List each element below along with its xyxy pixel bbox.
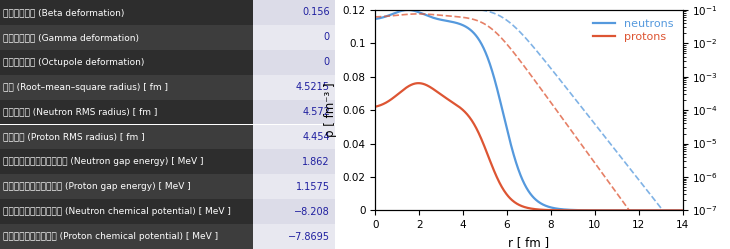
FancyBboxPatch shape: [0, 149, 253, 174]
Text: 0: 0: [324, 32, 330, 42]
FancyBboxPatch shape: [253, 149, 335, 174]
Text: 中性子半径 (Neutron RMS radius) [ fm ]: 中性子半径 (Neutron RMS radius) [ fm ]: [4, 108, 158, 117]
Text: 1.862: 1.862: [302, 157, 330, 167]
Text: 0.156: 0.156: [302, 7, 330, 17]
Text: −7.8695: −7.8695: [288, 232, 330, 242]
FancyBboxPatch shape: [253, 124, 335, 149]
Text: 陽子半径 (Proton RMS radius) [ fm ]: 陽子半径 (Proton RMS radius) [ fm ]: [4, 132, 145, 141]
FancyBboxPatch shape: [253, 100, 335, 124]
Text: 1.1575: 1.1575: [296, 182, 330, 192]
Text: 中性子化学ポテンシャル (Neutron chemical potential) [ MeV ]: 中性子化学ポテンシャル (Neutron chemical potential)…: [4, 207, 231, 216]
Text: ベータ変形度 (Beta deformation): ベータ変形度 (Beta deformation): [4, 8, 125, 17]
FancyBboxPatch shape: [253, 25, 335, 50]
Text: 4.5215: 4.5215: [296, 82, 330, 92]
Text: 4.572: 4.572: [302, 107, 330, 117]
Text: 0: 0: [324, 57, 330, 67]
X-axis label: r [ fm ]: r [ fm ]: [508, 236, 550, 249]
FancyBboxPatch shape: [253, 50, 335, 75]
FancyBboxPatch shape: [253, 0, 335, 25]
Text: −8.208: −8.208: [294, 207, 330, 217]
FancyBboxPatch shape: [0, 199, 253, 224]
FancyBboxPatch shape: [253, 174, 335, 199]
Y-axis label: ρ [ fm⁻³ ]: ρ [ fm⁻³ ]: [323, 83, 337, 137]
FancyBboxPatch shape: [253, 199, 335, 224]
Legend: neutrons, protons: neutrons, protons: [590, 15, 677, 46]
FancyBboxPatch shape: [0, 124, 253, 149]
Text: 中性子ギャップエネルギー (Neutron gap energy) [ MeV ]: 中性子ギャップエネルギー (Neutron gap energy) [ MeV …: [4, 157, 204, 166]
FancyBboxPatch shape: [0, 100, 253, 124]
Text: ガンマ変形度 (Gamma deformation): ガンマ変形度 (Gamma deformation): [4, 33, 139, 42]
Text: 八重極変形度 (Octupole deformation): 八重極変形度 (Octupole deformation): [4, 58, 145, 67]
FancyBboxPatch shape: [0, 224, 253, 249]
FancyBboxPatch shape: [0, 0, 253, 25]
FancyBboxPatch shape: [253, 75, 335, 100]
FancyBboxPatch shape: [253, 224, 335, 249]
Text: 陽子化学ポテンシャル (Proton chemical potential) [ MeV ]: 陽子化学ポテンシャル (Proton chemical potential) […: [4, 232, 218, 241]
Text: 半径 (Root–mean–square radius) [ fm ]: 半径 (Root–mean–square radius) [ fm ]: [4, 83, 169, 92]
FancyBboxPatch shape: [0, 50, 253, 75]
FancyBboxPatch shape: [0, 25, 253, 50]
FancyBboxPatch shape: [0, 174, 253, 199]
Text: 陽子ギャップエネルギー (Proton gap energy) [ MeV ]: 陽子ギャップエネルギー (Proton gap energy) [ MeV ]: [4, 182, 191, 191]
Text: 4.454: 4.454: [302, 132, 330, 142]
FancyBboxPatch shape: [0, 75, 253, 100]
